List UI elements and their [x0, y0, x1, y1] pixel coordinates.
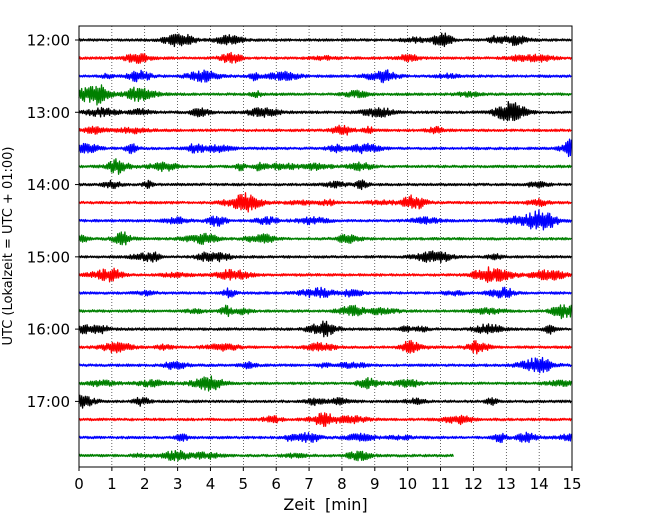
x-tick-label: 15 — [562, 475, 581, 493]
x-tick-label: 0 — [74, 475, 84, 493]
x-tick-label: 4 — [206, 475, 216, 493]
trace-1615 — [78, 339, 572, 355]
x-tick-label: 12 — [464, 475, 483, 493]
trace-1730 — [78, 431, 572, 444]
trace-1600 — [78, 320, 572, 338]
y-axis-label: UTC (Lokalzeit = UTC + 01:00) — [1, 147, 16, 346]
trace-1400 — [78, 179, 572, 191]
trace-1315 — [78, 124, 572, 136]
seismic-traces — [78, 32, 572, 462]
trace-1330 — [78, 138, 572, 158]
trace-1715 — [78, 412, 572, 428]
x-tick-label: 9 — [370, 475, 380, 493]
trace-1415 — [78, 192, 572, 213]
x-tick-label: 6 — [271, 475, 281, 493]
x-tick-label: 2 — [140, 475, 150, 493]
trace-1630 — [78, 356, 572, 374]
y-tick-label: 14:00 — [27, 176, 70, 194]
x-tick-label: 11 — [431, 475, 450, 493]
trace-1200 — [78, 32, 572, 48]
x-tick-label: 3 — [173, 475, 183, 493]
x-tick-label: 1 — [107, 475, 117, 493]
y-tick-label: 13:00 — [27, 104, 70, 122]
trace-1545 — [78, 304, 572, 320]
trace-1445 — [78, 231, 572, 246]
y-tick-label: 16:00 — [27, 321, 70, 339]
x-tick-label: 5 — [239, 475, 249, 493]
trace-1230 — [78, 69, 572, 84]
y-tick-label: 15:00 — [27, 248, 70, 266]
x-tick-label: 13 — [497, 475, 516, 493]
trace-1500 — [78, 250, 572, 264]
trace-1515 — [78, 266, 572, 284]
trace-1645 — [78, 375, 572, 392]
x-tick-label: 8 — [337, 475, 347, 493]
trace-1300 — [78, 101, 572, 122]
x-tick-label: 7 — [304, 475, 314, 493]
trace-1745 — [78, 449, 454, 462]
trace-1530 — [78, 286, 572, 299]
plot-frame — [78, 25, 573, 468]
x-tick-label: 14 — [530, 475, 549, 493]
y-tick-label: 17:00 — [27, 393, 70, 411]
trace-1345 — [78, 158, 572, 175]
y-tick-label: 12:00 — [27, 32, 70, 50]
x-tick-label: 10 — [398, 475, 417, 493]
trace-1245 — [78, 84, 572, 106]
y-axis: 12:00 13:00 14:00 15:00 16:00 17:00 — [27, 32, 79, 411]
x-axis-label: Zeit [min] — [283, 495, 367, 514]
x-axis: 0 1 2 3 4 5 6 7 8 9 10 11 12 13 14 15 — [74, 467, 582, 493]
trace-1215 — [78, 51, 572, 65]
trace-1430 — [78, 209, 572, 231]
trace-1700 — [78, 394, 572, 409]
